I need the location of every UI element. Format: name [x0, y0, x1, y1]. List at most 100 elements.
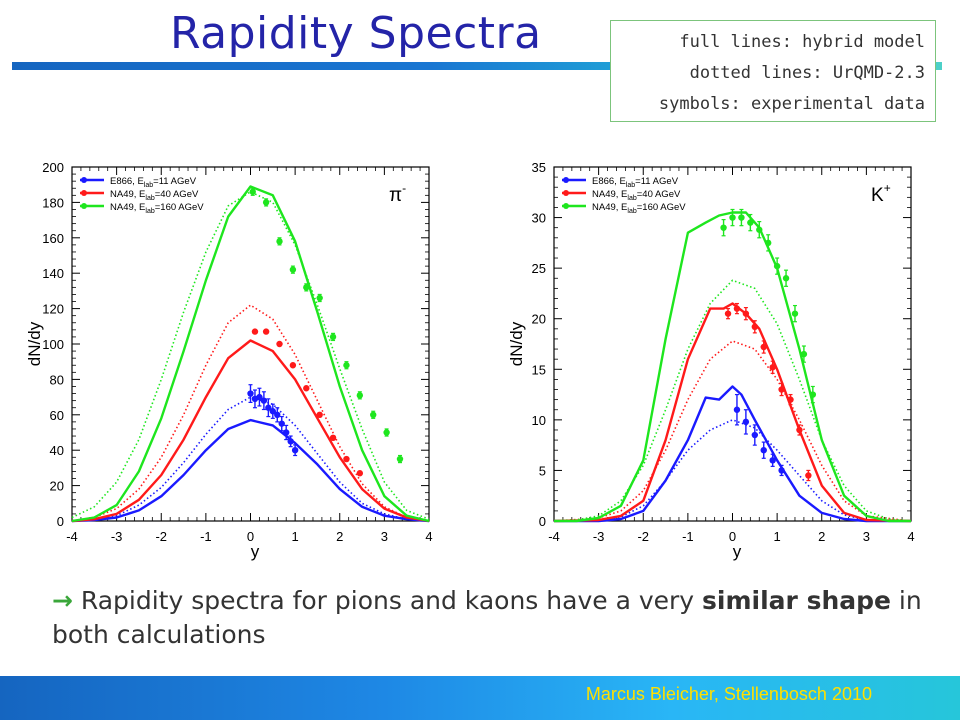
- series-line-green-solid: [71, 185, 430, 523]
- data-point-red: [343, 455, 350, 463]
- x-tick-label: 0: [247, 529, 254, 544]
- chart-svg: -4 -3 -2 -1 0 1 2 3 4 0 5 10 15 20 25 30 35 y dN/dy E866, E…: [507, 160, 915, 561]
- y-tick-label: 80: [50, 372, 64, 387]
- data-point-green: [262, 199, 270, 206]
- footer-bar: Marcus Bleicher, Stellenbosch 2010: [0, 676, 960, 720]
- x-tick-label: 3: [863, 529, 870, 544]
- data-point-green: [316, 294, 323, 302]
- data-point-green: [343, 362, 350, 369]
- data-point-green: [249, 188, 256, 195]
- y-tick-label: 15: [532, 362, 546, 377]
- data-point-green: [720, 224, 727, 231]
- data-point-blue: [760, 447, 767, 454]
- data-point-green: [276, 238, 283, 245]
- x-tick-label: -1: [200, 529, 212, 544]
- data-point-red: [751, 323, 759, 331]
- kaon-rapidity-chart: -4 -3 -2 -1 0 1 2 3 4 0 5 10 15 20 25 30 35 y dN/dy E866, E…: [500, 152, 920, 562]
- data-point-red: [251, 328, 259, 335]
- particle-label: π-: [389, 181, 406, 206]
- y-tick-label: 180: [42, 195, 64, 210]
- caption-part-2: in both calculations: [52, 586, 922, 649]
- x-tick-label: -2: [637, 529, 649, 544]
- legend-entry: NA49, Elab=160 AGeV: [592, 202, 686, 215]
- y-tick-label: 100: [42, 337, 64, 352]
- data-point-red: [733, 305, 741, 312]
- legend-marker: [563, 177, 569, 183]
- y-tick-label: 0: [539, 514, 546, 529]
- y-tick-label: 20: [532, 312, 546, 327]
- x-tick-label: -4: [66, 529, 78, 544]
- data-point-red: [760, 343, 767, 351]
- data-point-blue: [274, 411, 281, 418]
- data-point-green: [738, 214, 745, 221]
- x-tick-label: 4: [907, 529, 914, 544]
- data-point-green: [329, 333, 337, 341]
- y-tick-label: 60: [50, 408, 64, 423]
- caption-text: → Rapidity spectra for pions and kaons h…: [52, 584, 932, 652]
- data-point-blue: [733, 406, 741, 413]
- data-point-blue: [278, 420, 285, 427]
- legend-marker: [81, 203, 87, 209]
- data-point-red: [796, 426, 803, 434]
- x-tick-label: 1: [292, 529, 299, 544]
- x-tick-label: -3: [593, 529, 605, 544]
- data-point-red: [769, 364, 776, 371]
- y-axis-label: dN/dy: [25, 321, 44, 366]
- legend-entry: NA49, Elab=40 AGeV: [592, 189, 681, 202]
- title-underline-bar: [12, 62, 942, 70]
- y-tick-label: 200: [42, 160, 64, 175]
- caption-bold-1: similar shape: [702, 586, 891, 615]
- x-tick-label: 2: [336, 529, 343, 544]
- legend-entry: E866, Elab=11 AGeV: [110, 176, 197, 189]
- note-dotted-lines: dotted lines: UrQMD-2.3: [689, 63, 925, 83]
- x-tick-label: -2: [155, 529, 167, 544]
- caption-part-1: Rapidity spectra for pions and kaons hav…: [72, 586, 703, 615]
- data-point-green: [800, 350, 808, 358]
- data-point-red: [805, 472, 812, 479]
- data-point-red: [329, 434, 337, 442]
- data-point-blue: [283, 429, 290, 436]
- data-point-red: [289, 362, 297, 369]
- data-point-green: [289, 266, 297, 273]
- data-point-green: [747, 219, 754, 226]
- series-line-red-solid: [71, 339, 430, 523]
- data-point-red: [778, 386, 785, 393]
- data-point-blue: [751, 431, 759, 439]
- series-line-blue-dotted: [71, 396, 430, 522]
- data-point-green: [729, 214, 736, 221]
- x-tick-label: -3: [111, 529, 123, 544]
- data-point-blue: [742, 418, 750, 426]
- data-point-red: [742, 310, 750, 317]
- x-axis-label: y: [251, 542, 260, 561]
- note-symbols: symbols: experimental data: [658, 94, 925, 114]
- legend-marker: [563, 203, 569, 209]
- particle-label: K+: [871, 181, 891, 206]
- data-point-blue: [769, 457, 776, 464]
- y-axis-label: dN/dy: [507, 321, 526, 366]
- y-tick-label: 40: [50, 443, 64, 458]
- data-point-red: [262, 328, 270, 335]
- y-tick-label: 0: [57, 514, 64, 529]
- data-point-green: [356, 392, 364, 399]
- y-tick-label: 30: [532, 211, 546, 226]
- data-point-red: [724, 310, 732, 317]
- arrow-icon: →: [52, 586, 73, 615]
- legend-marker: [563, 190, 569, 196]
- data-point-blue: [291, 447, 299, 454]
- data-point-green: [370, 411, 377, 418]
- data-point-green: [303, 284, 310, 291]
- series-line-blue-dotted: [553, 419, 912, 522]
- data-point-blue: [265, 404, 272, 411]
- x-axis-label: y: [733, 542, 742, 561]
- data-point-blue: [778, 467, 785, 474]
- x-tick-label: 1: [774, 529, 781, 544]
- series-line-green-solid: [554, 211, 911, 523]
- data-point-red: [276, 340, 283, 348]
- model-legend-box: full lines: hybrid model dotted lines: U…: [610, 20, 936, 122]
- data-point-green: [809, 391, 817, 398]
- x-tick-label: -4: [548, 529, 560, 544]
- plot-frame: [71, 166, 430, 522]
- note-full-lines: full lines: hybrid model: [679, 32, 925, 52]
- chart-svg: -4 -3 -2 -1 0 1 2 3 4020406080100120140160180200…: [25, 160, 433, 561]
- x-tick-label: 2: [818, 529, 825, 544]
